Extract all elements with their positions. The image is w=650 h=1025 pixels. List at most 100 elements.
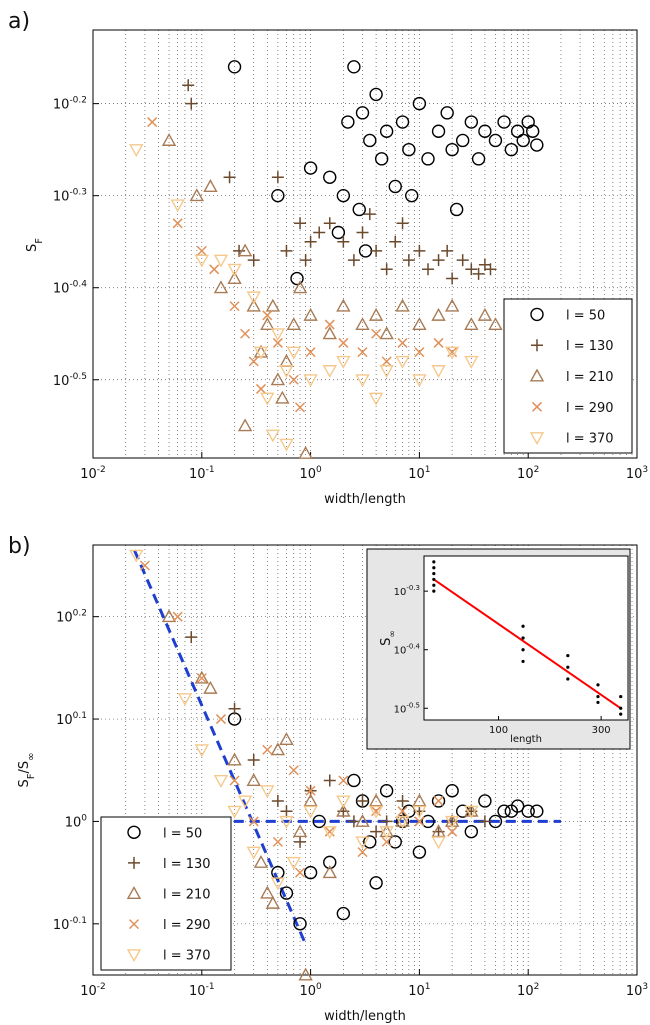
panel-b-point xyxy=(323,855,337,870)
panel-a-point xyxy=(389,235,402,248)
panel-b-point xyxy=(237,795,253,809)
panel-a-point xyxy=(265,298,281,312)
panel-a-xtick-label: 100 xyxy=(299,465,322,482)
panel-a-legend-label: l = 370 xyxy=(566,432,614,447)
panel-b-point xyxy=(421,814,435,829)
panel-b-point xyxy=(172,611,183,622)
panel-b-ytick-label: 100 xyxy=(65,813,88,830)
panel-b-point xyxy=(397,806,408,817)
panel-b-point xyxy=(294,835,307,848)
panel-b-point xyxy=(262,744,273,755)
panel-a-plot: 10-2 10-1 100 101 102 103 10-0.2 10-0.3 10-0.4 10… xyxy=(53,29,648,482)
panel-b-legend-label: l = 50 xyxy=(163,826,202,841)
panel-b-point xyxy=(478,815,491,828)
inset-point xyxy=(432,560,436,564)
panel-b-point xyxy=(312,814,326,829)
panel-a-point xyxy=(255,383,267,394)
panel-b-point xyxy=(279,732,294,746)
inset-point xyxy=(619,694,623,699)
panel-a-point xyxy=(303,374,318,388)
inset-xtick-label: 100 xyxy=(489,725,508,736)
panel-a-point xyxy=(357,347,368,358)
panel-a-point xyxy=(209,264,220,275)
panel-b-point xyxy=(270,877,286,891)
panel-a-point xyxy=(129,144,144,158)
panel-a-legend-label: l = 210 xyxy=(566,370,614,385)
panel-b-point xyxy=(336,795,351,809)
panel-a-point xyxy=(324,319,335,330)
panel-b-point xyxy=(447,826,458,837)
inset-point xyxy=(521,624,525,628)
panel-a-point xyxy=(196,245,207,256)
panel-b-point xyxy=(444,815,460,829)
panel-a-legend-label: l = 290 xyxy=(566,401,614,416)
panel-a-point xyxy=(510,124,525,138)
panel-a-legend: l = 50 l = 130 l = 210 l = 290 l = 370 xyxy=(503,298,633,454)
panel-a-point xyxy=(270,328,286,342)
panel-a-point xyxy=(412,317,427,331)
panel-a-xlabel: width/length xyxy=(324,492,406,507)
panel-a-point xyxy=(322,326,337,340)
inset-point xyxy=(521,659,525,664)
panel-a-point xyxy=(413,244,426,257)
panel-a-point xyxy=(246,291,261,305)
panel-a-point xyxy=(295,402,306,413)
panel-a-point xyxy=(444,298,460,312)
panel-a-point xyxy=(488,133,503,148)
panel-a-ylabel: SF xyxy=(25,238,45,252)
panel-a-point xyxy=(331,225,346,240)
panel-b-legend-marker xyxy=(126,949,142,963)
panel-a-point xyxy=(445,142,459,157)
panel-a-point xyxy=(323,170,337,184)
panel-a-point xyxy=(271,188,285,203)
panel-b-label: b) xyxy=(8,534,31,559)
panel-b-point xyxy=(196,673,207,684)
panel-a-point xyxy=(288,374,299,385)
panel-a-point xyxy=(189,188,205,202)
panel-a-point xyxy=(182,79,195,92)
panel-b-point xyxy=(292,824,308,838)
panel-b-point xyxy=(324,826,335,837)
panel-a-legend-frame xyxy=(503,298,633,454)
panel-a-ytick-label: 10-0.4 xyxy=(53,280,87,297)
panel-b-point xyxy=(336,803,351,817)
panel-a-point xyxy=(303,307,318,321)
panel-b-point xyxy=(303,805,318,819)
panel-b-point xyxy=(270,742,286,756)
panel-a-point xyxy=(336,355,351,369)
panel-a-point xyxy=(227,271,242,285)
panel-a-point xyxy=(371,328,382,339)
panel-b-xtick-label: 10-1 xyxy=(189,982,215,999)
panel-a-legend-label: l = 130 xyxy=(566,339,614,354)
panel-b-point xyxy=(229,775,240,786)
panel-a-point xyxy=(213,254,229,268)
panel-a-point xyxy=(464,317,479,331)
panel-b-point xyxy=(129,549,144,563)
panel-a-point xyxy=(240,328,251,339)
panel-b-point xyxy=(215,714,226,725)
panel-b-point xyxy=(379,784,394,798)
panel-b-point xyxy=(347,773,361,788)
panel-b-point xyxy=(412,845,427,859)
panel-a-legend-marker xyxy=(531,339,543,352)
panel-a-point xyxy=(431,365,446,379)
panel-a-point xyxy=(431,307,446,321)
panel-b-xtick-label: 100 xyxy=(299,982,322,999)
panel-a-legend-marker xyxy=(529,432,545,446)
panel-b-legend-label: l = 130 xyxy=(163,857,211,872)
panel-a-point xyxy=(347,254,360,267)
inset-point xyxy=(432,577,436,582)
panel-a-point xyxy=(227,60,242,74)
panel-b-point xyxy=(298,967,313,981)
panel-a-point xyxy=(356,226,369,239)
panel-a-point xyxy=(247,254,260,267)
panel-a-ytick-label: 10-0.2 xyxy=(53,96,87,113)
panel-a-point xyxy=(303,161,318,175)
panel-a-point xyxy=(275,390,290,404)
panel-a-point xyxy=(294,217,307,230)
panel-b-point xyxy=(305,785,316,796)
panel-b-point xyxy=(322,826,337,840)
panel-a-ytick-label: 10-0.3 xyxy=(53,188,87,205)
